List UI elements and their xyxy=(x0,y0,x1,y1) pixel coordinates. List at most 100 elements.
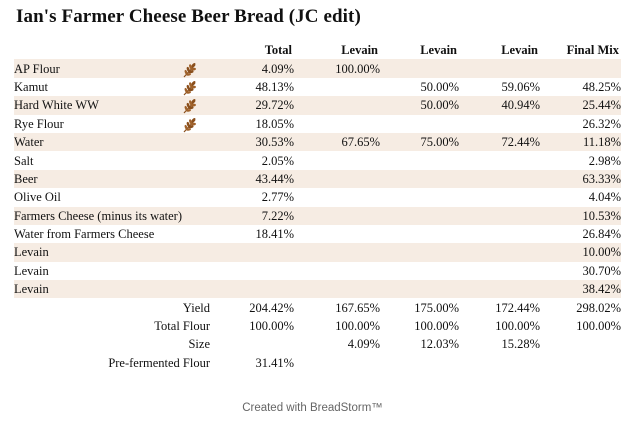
ingredient-name: Levain xyxy=(14,243,183,262)
summary-label: Pre-fermented Flour xyxy=(108,355,211,370)
flour-indicator xyxy=(182,225,214,243)
header-levain-2: Levain xyxy=(420,43,458,58)
summary-levain-2 xyxy=(380,354,459,372)
summary-final-mix xyxy=(540,354,621,372)
summary-row: Pre-fermented Flour 31.41% xyxy=(14,354,621,372)
summary-levain-2: 12.03% xyxy=(420,337,460,352)
ingredient-row: Beer 43.44% 63.33% xyxy=(14,169,622,189)
ingredient-name: Olive Oil xyxy=(14,190,61,205)
ingredient-row: Levain 10.00% xyxy=(14,243,622,262)
total-percent: 29.72% xyxy=(214,96,295,115)
levain-1-percent xyxy=(294,96,381,115)
summary-total: 100.00% xyxy=(249,319,295,334)
ingredient-name: Farmers Cheese (minus its water) xyxy=(14,206,183,225)
ingredient-name: Levain xyxy=(14,263,49,278)
levain-1-percent xyxy=(294,151,380,169)
flour-indicator xyxy=(182,206,215,225)
final-mix-percent: 10.53% xyxy=(540,206,622,225)
flour-indicator xyxy=(182,243,215,262)
final-mix-percent: 38.42% xyxy=(540,280,622,299)
summary-final-mix: 100.00% xyxy=(576,319,622,334)
total-percent: 4.09% xyxy=(214,59,295,78)
ingredient-row: Hard White WW 29.72% 50.00% 40.94% 25.44% xyxy=(14,96,622,115)
levain-3-percent xyxy=(459,188,540,206)
levain-1-percent xyxy=(294,206,381,225)
summary-total: 31.41% xyxy=(255,355,295,370)
ingredient-row: Farmers Cheese (minus its water) 7.22% 10.… xyxy=(14,206,622,225)
ingredient-name: Rye Flour xyxy=(14,116,64,131)
ingredient-row: AP Flour 4.09% 100.00% xyxy=(14,59,622,78)
flour-indicator xyxy=(182,132,215,152)
total-percent: 48.13% xyxy=(255,79,295,94)
levain-3-percent: 59.06% xyxy=(501,79,541,94)
final-mix-percent: 30.70% xyxy=(582,263,622,278)
levain-2-percent: 50.00% xyxy=(380,96,460,115)
flour-indicator xyxy=(182,262,214,280)
summary-row: Size 4.09% 12.03% 15.28% xyxy=(14,335,621,353)
final-mix-percent: 63.33% xyxy=(540,169,622,189)
levain-3-percent xyxy=(459,169,541,189)
summary-levain-2: 100.00% xyxy=(414,319,460,334)
ingredient-row: Water 30.53% 67.65% 75.00% 72.44% 11.18% xyxy=(14,132,622,152)
total-percent: 43.44% xyxy=(214,169,295,189)
final-mix-percent xyxy=(540,59,622,78)
levain-1-percent xyxy=(294,78,380,96)
levain-2-percent: 50.00% xyxy=(420,79,460,94)
levain-3-percent xyxy=(459,225,540,243)
header-levain-3: Levain xyxy=(501,43,539,58)
levain-2-percent xyxy=(380,262,459,280)
summary-levain-1 xyxy=(294,354,380,372)
levain-2-percent xyxy=(380,280,460,299)
summary-total xyxy=(214,335,294,353)
levain-3-percent xyxy=(459,115,540,133)
summary-total: 204.42% xyxy=(249,300,295,315)
summary-label: Yield xyxy=(182,300,211,315)
final-mix-percent: 2.98% xyxy=(588,153,622,168)
levain-1-percent: 100.00% xyxy=(294,59,381,78)
summary-final-mix: 298.02% xyxy=(576,300,622,315)
footer-credit: Created with BreadStorm™ xyxy=(242,402,383,414)
flour-indicator xyxy=(182,169,215,189)
levain-1-percent xyxy=(294,169,381,189)
levain-3-percent: 40.94% xyxy=(459,96,541,115)
levain-2-percent: 75.00% xyxy=(380,132,460,152)
flour-indicator xyxy=(182,96,215,115)
levain-3-percent xyxy=(459,59,541,78)
total-percent: 18.41% xyxy=(255,227,295,242)
levain-3-percent xyxy=(459,243,541,262)
levain-2-percent xyxy=(380,206,460,225)
ingredient-name: Water from Farmers Cheese xyxy=(14,227,155,242)
summary-levain-3 xyxy=(459,354,540,372)
final-mix-percent: 11.18% xyxy=(540,132,622,152)
levain-3-percent xyxy=(459,262,540,280)
total-percent: 7.22% xyxy=(214,206,295,225)
flour-indicator xyxy=(182,151,214,169)
final-mix-percent: 26.32% xyxy=(582,116,622,131)
summary-levain-3: 100.00% xyxy=(495,319,541,334)
summary-row: Yield 204.42% 167.65% 175.00% 172.44% 298.02% xyxy=(14,298,621,316)
recipe-title: Ian's Farmer Cheese Beer Bread (JC edit) xyxy=(16,6,361,27)
header-row: Total Levain Levain Levain Final Mix xyxy=(14,41,621,59)
summary-levain-1: 100.00% xyxy=(335,319,381,334)
ingredient-row: Levain 38.42% xyxy=(14,280,622,299)
summary-levain-3: 172.44% xyxy=(495,300,541,315)
levain-1-percent: 67.65% xyxy=(294,132,381,152)
levain-1-percent xyxy=(294,262,380,280)
levain-1-percent xyxy=(294,243,381,262)
levain-2-percent xyxy=(380,169,460,189)
levain-3-percent xyxy=(459,151,540,169)
total-percent xyxy=(214,243,295,262)
levain-3-percent: 72.44% xyxy=(459,132,541,152)
total-percent: 2.05% xyxy=(261,153,295,168)
ingredient-name: Beer xyxy=(14,169,183,189)
ingredient-name: Levain xyxy=(14,280,183,299)
wheat-icon xyxy=(183,62,196,78)
ingredient-name: Water xyxy=(14,132,183,152)
ingredient-row: Olive Oil 2.77% 4.04% xyxy=(14,188,621,206)
total-percent xyxy=(214,280,295,299)
final-mix-percent: 26.84% xyxy=(582,227,622,242)
header-total: Total xyxy=(264,43,293,58)
levain-2-percent xyxy=(380,115,459,133)
ingredient-row: Levain 30.70% xyxy=(14,262,621,280)
ingredient-name: Kamut xyxy=(14,79,49,94)
